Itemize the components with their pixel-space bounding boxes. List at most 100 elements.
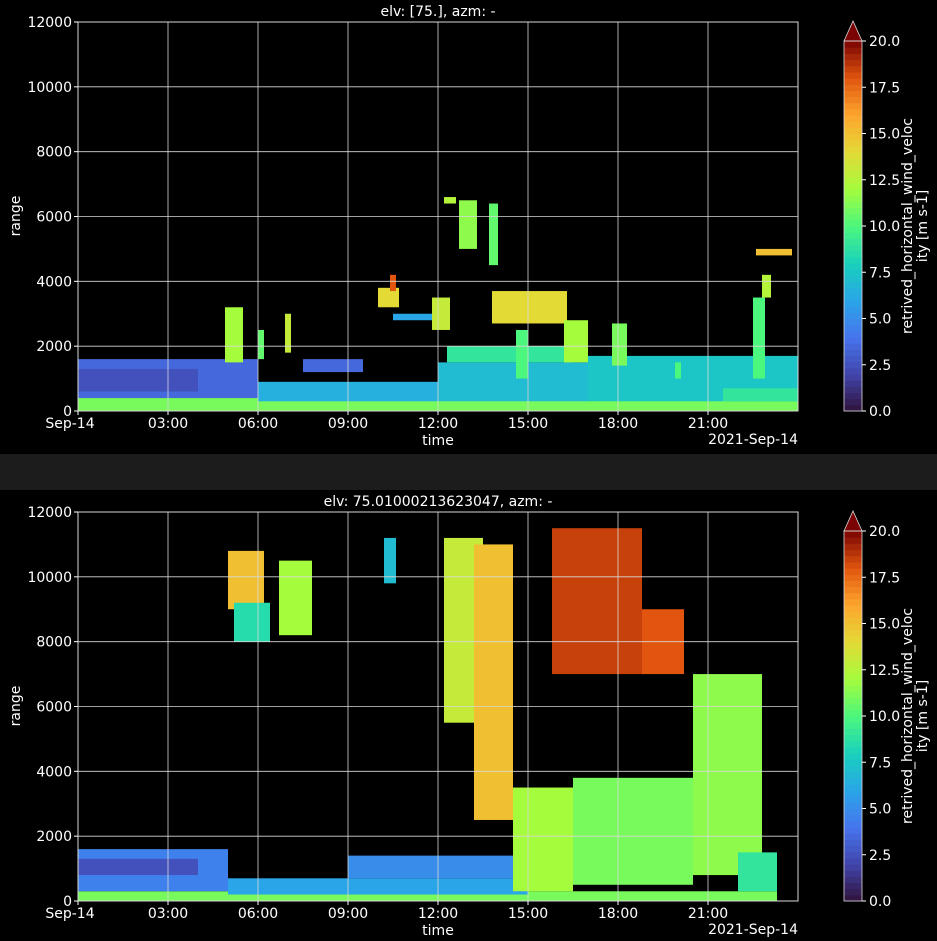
x-tick-label: 06:00: [238, 416, 278, 432]
colorbar-segment: [844, 256, 862, 264]
colorbar-segment: [844, 543, 862, 551]
colorbar-segment: [844, 238, 862, 246]
data-cell: [393, 313, 441, 321]
colorbar-segment: [844, 213, 862, 221]
data-cell: [693, 674, 762, 876]
colorbar-segment: [844, 398, 862, 406]
x-tick-label: 12:00: [418, 906, 458, 922]
colorbar-segment: [844, 41, 862, 48]
x-axis-label: time: [422, 433, 454, 449]
data-cell: [675, 362, 681, 379]
colorbar-segment: [844, 349, 862, 357]
y-tick-label: 0: [63, 404, 72, 420]
colorbar-segment: [844, 796, 862, 803]
colorbar-segment: [844, 790, 862, 797]
data-cell: [564, 320, 588, 363]
data-cell: [444, 197, 456, 204]
data-cell: [228, 878, 528, 895]
data-cell: [78, 858, 198, 876]
colorbar-tick-label: 12.5: [869, 173, 900, 189]
y-tick-label: 8000: [36, 145, 72, 161]
data-cell: [474, 544, 513, 820]
colorbar-segment: [844, 139, 862, 147]
colorbar-tick-label: 7.5: [869, 755, 891, 771]
colorbar-segment: [844, 392, 862, 400]
chart-title: elv: [75.], azm: -: [380, 4, 495, 20]
panel-separator: [0, 454, 937, 490]
colorbar-segment: [844, 617, 862, 625]
colorbar-segment: [844, 882, 862, 890]
colorbar-segment: [844, 275, 862, 283]
x-tick-label: 15:00: [508, 416, 548, 432]
x-tick-label: 21:00: [688, 906, 728, 922]
colorbar-segment: [844, 386, 862, 394]
x-tick-label: 03:00: [148, 906, 188, 922]
data-cell: [258, 329, 264, 360]
data-cell: [612, 323, 627, 366]
colorbar-tick-label: 12.5: [869, 663, 900, 679]
colorbar-segment: [844, 679, 862, 686]
colorbar-segment: [844, 660, 862, 668]
colorbar-segment: [844, 666, 862, 674]
colorbar-segment: [844, 586, 862, 594]
colorbar-segment: [844, 300, 862, 307]
colorbar-tick-label: 0.0: [869, 894, 891, 910]
colorbar-segment: [844, 84, 862, 91]
data-cell: [390, 274, 396, 292]
colorbar-segment: [844, 47, 862, 54]
colorbar-segment: [844, 201, 862, 209]
colorbar: 0.0 2.5 5.0 7.5 10.0 12.5 15.0 17.5 20.0 retrived…: [843, 510, 931, 910]
data-cell: [513, 787, 573, 892]
x-offset-label: 2021-Sep-14: [708, 922, 798, 938]
colorbar-segment: [844, 598, 862, 606]
data-cell: [384, 537, 396, 584]
colorbar-segment: [844, 78, 862, 85]
y-tick-label: 10000: [27, 570, 72, 586]
colorbar-segment: [844, 337, 862, 344]
x-tick-label: 09:00: [328, 416, 368, 432]
colorbar-segment: [844, 808, 862, 816]
colorbar-segment: [844, 783, 862, 791]
grid-lines: [78, 512, 798, 901]
colorbar-segment: [844, 152, 862, 159]
colorbar-segment: [844, 404, 862, 412]
data-cell: [285, 313, 291, 353]
x-tick-label: 15:00: [508, 906, 548, 922]
colorbar-segment: [844, 361, 862, 369]
colorbar-label: retrived_horizontal_wind_velocity [m s-1…: [900, 118, 931, 334]
y-axis-label: range: [8, 686, 24, 727]
colorbar-segment: [844, 145, 862, 153]
colorbar-segment: [844, 164, 862, 172]
x-tick-label: 12:00: [418, 416, 458, 432]
colorbar-tick-label: 2.5: [869, 358, 891, 374]
colorbar-tick-label: 15.0: [869, 617, 900, 633]
colorbar-segment: [844, 281, 862, 289]
colorbar-segment: [844, 170, 862, 178]
y-tick-labels: 0 2000 4000 6000 8000 10000 12000: [27, 15, 78, 420]
data-cell: [447, 346, 573, 363]
colorbar-segment: [844, 115, 862, 122]
data-cell: [489, 203, 498, 266]
colorbar-segment: [844, 133, 862, 141]
colorbar-segment: [844, 312, 862, 320]
colorbar-tick-label: 5.0: [869, 802, 891, 818]
colorbar-segment: [844, 71, 862, 79]
x-tick-label: 03:00: [148, 416, 188, 432]
colorbar-segment: [844, 306, 862, 313]
colorbar-segment: [844, 845, 862, 853]
grid-lines: [78, 22, 798, 411]
data-cell: [378, 287, 399, 308]
colorbar-segment: [844, 740, 862, 748]
y-tick-label: 2000: [36, 339, 72, 355]
colorbar-segment: [844, 648, 862, 655]
data-cell: [492, 291, 567, 324]
colorbar-tick-label: 15.0: [869, 127, 900, 143]
colorbar-segment: [844, 537, 862, 544]
data-cell: [573, 777, 693, 885]
colorbar-label-line: ity [m s-1]: [915, 190, 931, 262]
y-tick-label: 12000: [27, 505, 72, 521]
colorbar-segment: [844, 330, 862, 338]
colorbar-segment: [844, 654, 862, 662]
colorbar-segment: [844, 555, 862, 563]
colorbar: 0.0 2.5 5.0 7.5 10.0 12.5 15.0 17.5 20.0 retrived…: [843, 20, 931, 420]
